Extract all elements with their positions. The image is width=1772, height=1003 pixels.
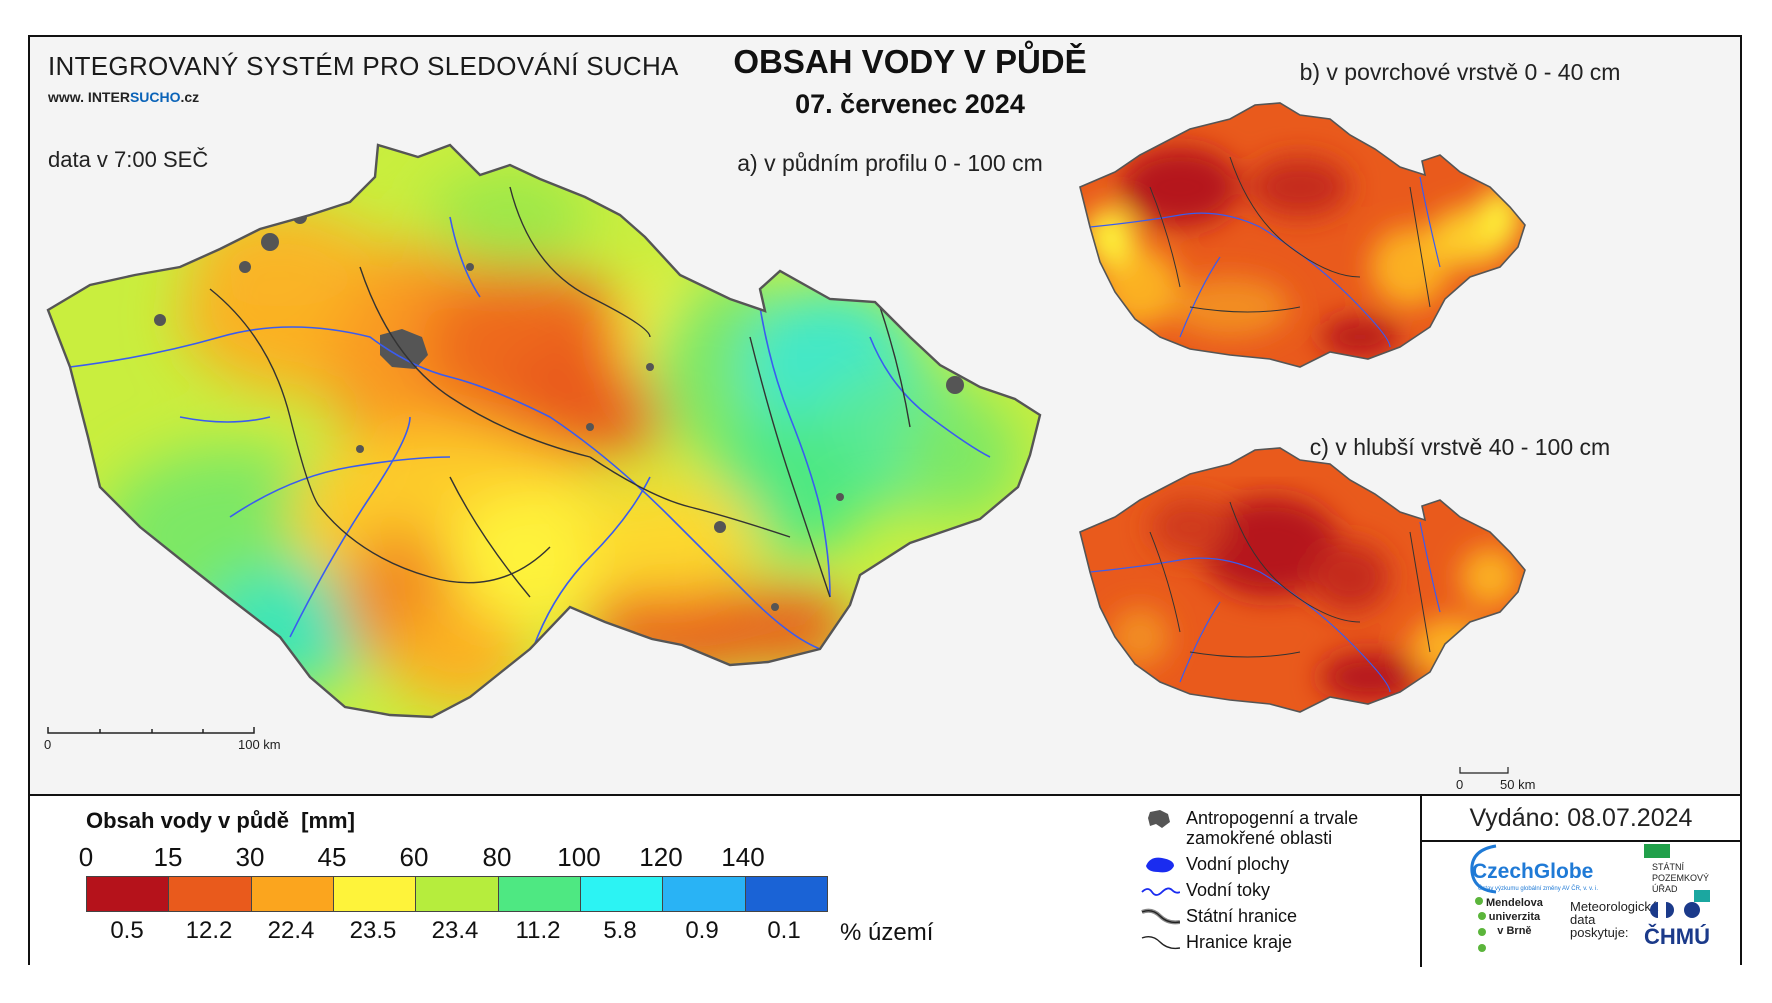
legend-pct-unit: % území [840,919,934,946]
legend-class-swatch [416,877,499,911]
legend-tick: 0 [78,842,94,872]
scale-main-start: 0 [44,737,52,752]
legend-pct: 5.8 [603,917,637,944]
mendel-university-logo[interactable]: Mendelova univerzita v Brně [1486,897,1543,937]
mendel-logo-dots [1475,897,1486,952]
legend-tick: 80 [482,842,512,872]
legend-class-swatch [745,877,827,911]
map-date: 07. červenec 2024 [795,89,1025,119]
spu-logo-square [1694,890,1710,902]
scale-small-start: 0 [1456,777,1464,792]
legend-pct: 12.2 [185,917,233,944]
legend-tick: 60 [399,842,429,872]
legend-class-swatch [498,877,581,911]
water-area-icon [1146,857,1174,873]
chmu-logo-mark [1650,902,1700,918]
czechglobe-logo[interactable]: CzechGlobe [1472,860,1594,883]
symbol-state-border: Státní hranice [1140,904,1400,928]
scale-main-end: 100 km [238,737,281,752]
map-a-title: a) v půdním profilu 0 - 100 cm [737,150,1043,176]
soil-water-map-a [46,102,1526,774]
legend-pct: 0.9 [685,917,719,944]
scale-small-end: 50 km [1500,777,1536,792]
legend-pct: 0.5 [110,917,144,944]
legend-class-swatch [251,877,334,911]
legend-tick: 100 [557,842,601,872]
website-link[interactable]: www. INTERSUCHO.cz [48,89,200,105]
legend-tick: 15 [153,842,183,872]
legend-color-bar [86,876,828,912]
data-time: data v 7:00 SEČ [48,147,209,172]
legend-percentages: 0.5 12.2 22.4 23.5 23.4 11.2 5.8 0.9 0.1 [86,917,926,949]
symbol-river: Vodní toky [1140,878,1400,902]
legend-tick: 45 [317,842,347,872]
legend-pct: 22.4 [267,917,315,944]
legend-class-swatch [663,877,746,911]
river-icon [1141,887,1180,896]
legend-pct: 0.1 [767,917,801,944]
legend-class-swatch [87,877,170,911]
legend-separator [1420,796,1422,967]
legend-tick: 120 [639,842,683,872]
czechglobe-logo-arc [1470,844,1497,894]
legend-pct: 23.5 [349,917,397,944]
issued-date: Vydáno: 08.07.2024 [1422,796,1740,842]
symbol-anthropogenic: Antropogenní a trvale zamokřené oblasti [1140,806,1400,848]
map-area: INTEGROVANÝ SYSTÉM PRO SLEDOVÁNÍ SUCHA w… [30,37,1740,794]
scale-bar-main [47,727,255,734]
symbol-water-area: Vodní plochy [1140,852,1400,876]
scale-bar-small [1459,767,1509,774]
legend-tick: 140 [721,842,765,872]
region-border-icon [1141,935,1180,950]
legend-pct: 23.4 [431,917,479,944]
symbol-region-border: Hranice kraje [1140,930,1400,954]
meteo-data-label: Meteorologická data poskytuje: [1570,899,1659,940]
chmu-logo[interactable]: ČHMÚ [1644,924,1710,949]
czechglobe-subtitle: Ústav výzkumu globální změny AV ČR, v. v… [1478,886,1599,892]
legend-ticks: 0 15 30 45 60 80 100 120 140 [79,842,846,872]
state-border-icon [1141,908,1180,925]
legend-class-swatch [169,877,252,911]
map-c-title: c) v hlubší vrstvě 40 - 100 cm [1309,434,1611,460]
spu-logo[interactable]: STÁTNÍ POZEMKOVÝ ÚŘAD [1652,862,1710,894]
map-frame: INTEGROVANÝ SYSTÉM PRO SLEDOVÁNÍ SUCHA w… [28,35,1742,967]
legend-class-swatch [333,877,417,911]
legend-title: Obsah vody v půdě [mm] [86,808,355,833]
main-title: OBSAH VODY V PŮDĚ [733,43,1087,80]
legend-panel: Obsah vody v půdě [mm] 0 15 30 45 60 80 … [30,794,1740,967]
legend-pct: 11.2 [515,917,561,944]
spu-logo-mark [1644,844,1670,858]
map-b-title: b) v povrchové vrstvě 0 - 40 cm [1299,59,1621,85]
system-title: INTEGROVANÝ SYSTÉM PRO SLEDOVÁNÍ SUCHA [48,51,679,81]
legend-class-swatch [580,877,664,911]
legend-tick: 30 [235,842,265,872]
anthropogenic-area-icon [1148,810,1170,828]
